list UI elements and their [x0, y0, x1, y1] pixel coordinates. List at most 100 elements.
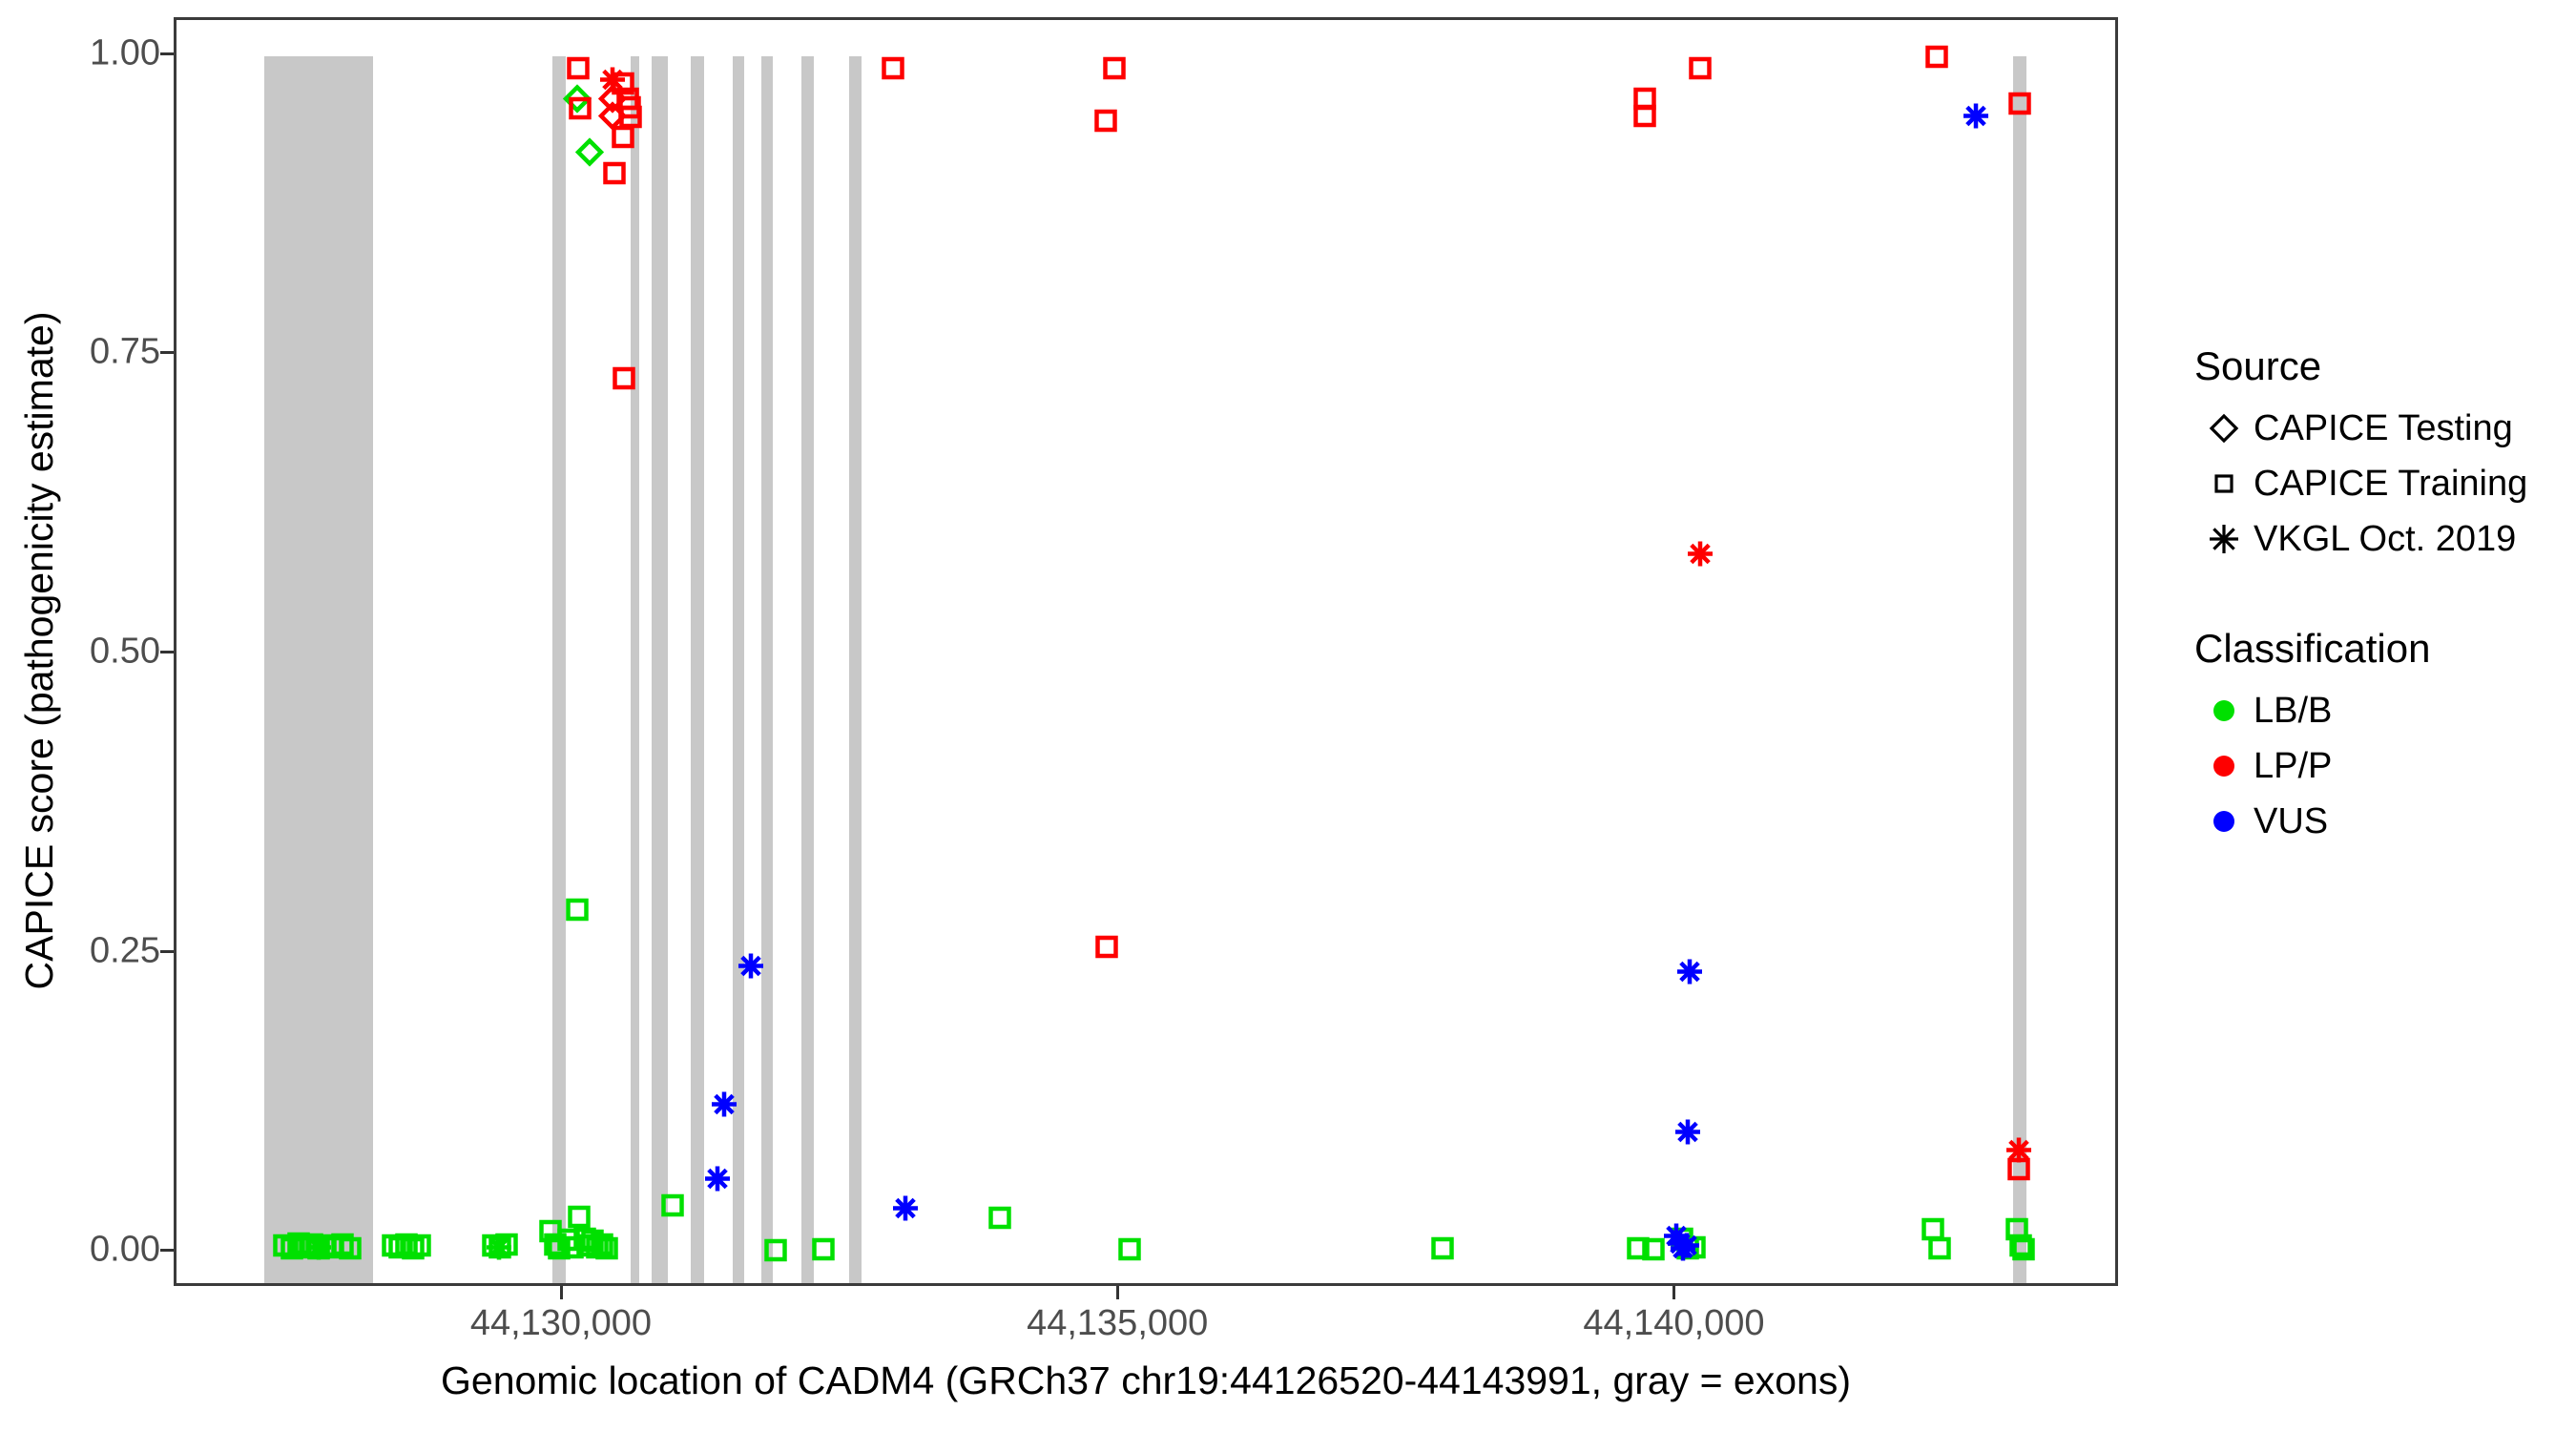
y-tick-mark: [160, 52, 174, 55]
legend-title-source: Source: [2194, 343, 2322, 388]
data-point: [1675, 958, 1704, 991]
data-point: [492, 1231, 521, 1264]
data-point: [1680, 1233, 1709, 1266]
data-point: [1673, 1118, 1702, 1151]
legend-item[interactable]: LP/P: [2194, 738, 2576, 794]
data-point: [405, 1232, 434, 1265]
data-point: [1092, 932, 1121, 965]
data-point: [571, 1224, 599, 1257]
data-point: [1962, 101, 1990, 135]
data-point: [385, 1233, 414, 1266]
exon-band: [264, 55, 374, 1283]
data-point: [1091, 106, 1120, 139]
data-point: [479, 1232, 508, 1265]
legend-item[interactable]: VKGL Oct. 2019: [2194, 511, 2576, 567]
y-tick-mark: [160, 651, 174, 653]
data-point: [1669, 1234, 1697, 1267]
data-point: [1639, 1235, 1668, 1269]
data-point: [1100, 53, 1129, 87]
x-axis-title: Genomic location of CADM4 (GRCh37 chr19:…: [441, 1358, 1851, 1402]
legend-item[interactable]: VUS: [2194, 794, 2576, 849]
legend-item-label: CAPICE Training: [2254, 463, 2528, 504]
data-point: [1673, 1234, 1702, 1267]
legend-group-classification: LB/B LP/P VUS: [2194, 683, 2576, 849]
data-point: [1672, 1232, 1701, 1265]
blue-dot-icon: [2194, 794, 2254, 849]
legend-item[interactable]: CAPICE Testing: [2194, 401, 2576, 456]
data-point: [1631, 85, 1659, 118]
x-tick-label: 44,130,000: [469, 1303, 653, 1343]
data-point: [1686, 540, 1714, 573]
data-point: [592, 1234, 621, 1267]
data-point: [1428, 1234, 1457, 1267]
data-point: [565, 1203, 593, 1236]
legend-title-classification: Classification: [2194, 626, 2431, 671]
data-point: [1925, 1234, 1954, 1267]
data-point: [574, 136, 604, 171]
data-point: [1686, 53, 1714, 87]
data-point: [379, 1232, 407, 1265]
exon-band: [552, 55, 567, 1283]
y-tick-label: 1.00: [90, 32, 160, 73]
y-tick-label: 0.75: [90, 331, 160, 372]
data-point: [1668, 1224, 1696, 1257]
x-tick-mark: [1116, 1286, 1120, 1299]
data-point: [891, 1194, 920, 1228]
legend-item-label: LP/P: [2254, 745, 2333, 786]
data-point: [1631, 101, 1659, 135]
data-point: [600, 159, 629, 193]
data-point: [1115, 1235, 1144, 1269]
exon-band: [652, 55, 668, 1283]
y-tick-mark: [160, 949, 174, 953]
data-point: [986, 1204, 1014, 1237]
x-tick-label: 44,140,000: [1583, 1303, 1765, 1343]
exon-band: [2012, 55, 2026, 1283]
diamond-outline-icon: [2194, 401, 2254, 456]
data-point: [1624, 1234, 1652, 1267]
legend-item[interactable]: CAPICE Training: [2194, 456, 2576, 511]
y-tick-label: 0.50: [90, 631, 160, 672]
red-dot-icon: [2194, 738, 2254, 794]
data-point: [566, 94, 594, 128]
legend-item[interactable]: LB/B: [2194, 683, 2576, 738]
y-tick-mark: [160, 1249, 174, 1253]
square-outline-icon: [2194, 456, 2254, 511]
legend-item-label: CAPICE Testing: [2254, 407, 2513, 448]
data-point: [486, 1233, 514, 1266]
exon-band: [630, 55, 640, 1283]
data-point: [879, 53, 907, 87]
data-point: [583, 1233, 612, 1266]
exon-band: [800, 55, 814, 1283]
data-point: [615, 93, 644, 127]
x-tick-mark: [1672, 1286, 1676, 1299]
data-point: [1922, 43, 1951, 76]
legend-item-label: LB/B: [2254, 690, 2333, 731]
legend: Source CAPICE Testing CAPICE Training VKGL…: [2194, 343, 2576, 849]
asterisk-icon: [2194, 511, 2254, 567]
data-point: [562, 84, 592, 118]
green-dot-icon: [2194, 683, 2254, 738]
x-tick-label: 44,135,000: [1027, 1303, 1209, 1343]
exon-band: [849, 55, 862, 1283]
data-point: [563, 895, 592, 928]
data-point: [564, 53, 592, 87]
y-tick-label: 0.00: [90, 1229, 160, 1270]
data-point: [399, 1234, 427, 1267]
data-point: [597, 84, 627, 118]
data-point: [597, 101, 627, 135]
data-point: [598, 66, 627, 99]
exon-band: [690, 55, 704, 1283]
data-point: [1666, 1229, 1694, 1262]
exon-band: [733, 55, 745, 1283]
data-point: [1919, 1214, 1947, 1248]
data-point: [485, 1233, 513, 1266]
legend-item-label: VKGL Oct. 2019: [2254, 518, 2517, 559]
data-point: [703, 1165, 732, 1198]
y-tick-mark: [160, 351, 174, 355]
exon-band: [760, 55, 774, 1283]
data-point: [1662, 1222, 1691, 1255]
legend-item-label: VUS: [2254, 800, 2329, 841]
data-point: [588, 1231, 616, 1264]
legend-group-source: CAPICE Testing CAPICE Training VKGL Oct. 2…: [2194, 401, 2576, 567]
